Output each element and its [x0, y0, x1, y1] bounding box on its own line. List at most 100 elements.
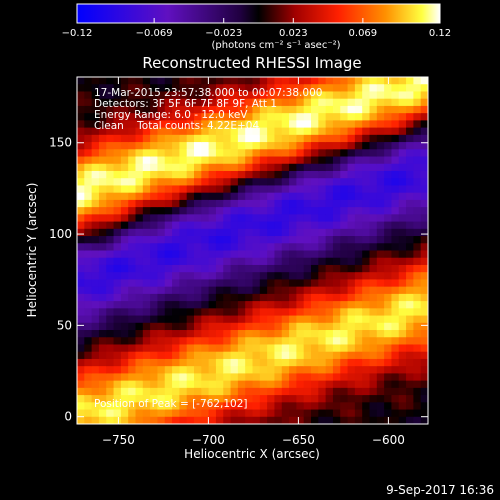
heatmap-cell: [325, 409, 334, 418]
heatmap-cell: [369, 156, 378, 165]
heatmap-cell: [318, 402, 327, 411]
heatmap-cell: [281, 120, 290, 129]
heatmap-cell: [420, 395, 428, 403]
heatmap-cell: [113, 77, 122, 85]
heatmap-cell: [164, 113, 173, 121]
heatmap-cell: [332, 395, 341, 403]
heatmap-cell: [332, 301, 341, 309]
heatmap-cell: [215, 91, 224, 100]
heatmap-cell: [84, 315, 93, 324]
heatmap-cell: [230, 387, 239, 396]
heatmap-cell: [194, 387, 202, 396]
heatmap-cell: [120, 395, 129, 403]
heatmap-cell: [150, 416, 159, 424]
heatmap-cell: [398, 293, 407, 302]
heatmap-cell: [84, 105, 93, 114]
heatmap-cell: [252, 105, 261, 114]
heatmap-cell: [296, 221, 305, 230]
heatmap-cell: [340, 337, 349, 346]
heatmap-cell: [391, 373, 400, 382]
heatmap-cell: [113, 330, 122, 338]
heatmap-cell: [120, 163, 129, 172]
heatmap-cell: [142, 170, 151, 179]
heatmap-cell: [289, 257, 297, 266]
heatmap-cell: [142, 286, 151, 295]
heatmap-cell: [164, 192, 173, 201]
heatmap-cell: [135, 402, 144, 411]
heatmap-cell: [179, 236, 188, 244]
heatmap-cell: [311, 84, 319, 93]
heatmap-cell: [98, 236, 107, 244]
heatmap-cell: [391, 120, 400, 129]
heatmap-cell: [194, 185, 202, 194]
heatmap-cell: [245, 301, 254, 309]
heatmap-cell: [369, 286, 378, 295]
heatmap-cell: [142, 77, 151, 85]
heatmap-cell: [128, 395, 137, 403]
heatmap-cell: [259, 243, 268, 252]
y-axis-label: Heliocentric Y (arcsec): [25, 183, 39, 318]
heatmap-cell: [296, 416, 305, 424]
heatmap-cell: [201, 380, 210, 389]
heatmap-cell: [259, 120, 268, 129]
heatmap-cell: [354, 279, 363, 288]
heatmap-cell: [98, 402, 107, 411]
heatmap-cell: [296, 156, 305, 165]
heatmap-cell: [91, 207, 100, 215]
heatmap-cell: [106, 373, 115, 382]
heatmap-cell: [354, 286, 363, 295]
heatmap-cell: [332, 308, 341, 317]
heatmap-cell: [179, 91, 188, 100]
heatmap-cell: [157, 163, 166, 172]
heatmap-cell: [113, 163, 122, 172]
heatmap-cell: [420, 77, 428, 85]
heatmap-cell: [84, 98, 93, 107]
heatmap-cell: [259, 358, 268, 367]
heatmap-cell: [362, 337, 371, 346]
heatmap-cell: [362, 409, 371, 418]
heatmap-cell: [128, 127, 137, 136]
heatmap-cell: [77, 105, 85, 114]
heatmap-cell: [237, 301, 246, 309]
heatmap-cell: [332, 156, 341, 165]
heatmap-cell: [194, 395, 202, 403]
heatmap-cell: [237, 163, 246, 172]
heatmap-cell: [340, 149, 349, 158]
heatmap-cell: [201, 214, 210, 223]
heatmap-cell: [274, 409, 283, 418]
heatmap-cell: [332, 330, 341, 338]
heatmap-cell: [318, 113, 327, 121]
heatmap-cell: [223, 199, 232, 208]
heatmap-cell: [281, 170, 290, 179]
heatmap-cell: [318, 221, 327, 230]
heatmap-cell: [245, 185, 254, 194]
heatmap-cell: [223, 105, 232, 114]
heatmap-cell: [245, 77, 254, 85]
heatmap-cell: [157, 178, 166, 187]
heatmap-cell: [289, 170, 297, 179]
heatmap-cell: [340, 416, 349, 424]
heatmap-cell: [91, 351, 100, 360]
heatmap-cell: [281, 315, 290, 324]
heatmap-cell: [150, 351, 159, 360]
heatmap-cell: [223, 344, 232, 353]
heatmap-cell: [113, 91, 122, 100]
heatmap-cell: [296, 315, 305, 324]
heatmap-cell: [172, 250, 180, 259]
heatmap-cell: [325, 221, 334, 230]
heatmap-cell: [106, 416, 115, 424]
heatmap-cell: [164, 337, 173, 346]
heatmap-cell: [245, 98, 254, 107]
heatmap-cell: [113, 236, 122, 244]
heatmap-cell: [77, 402, 85, 411]
heatmap-cell: [98, 257, 107, 266]
heatmap-cell: [281, 286, 290, 295]
heatmap-cell: [332, 91, 341, 100]
heatmap-cell: [215, 308, 224, 317]
heatmap-cell: [201, 373, 210, 382]
heatmap-cell: [354, 228, 363, 237]
heatmap-cell: [413, 272, 422, 281]
heatmap-cell: [274, 416, 283, 424]
heatmap-cell: [157, 214, 166, 223]
heatmap-cell: [362, 387, 371, 396]
